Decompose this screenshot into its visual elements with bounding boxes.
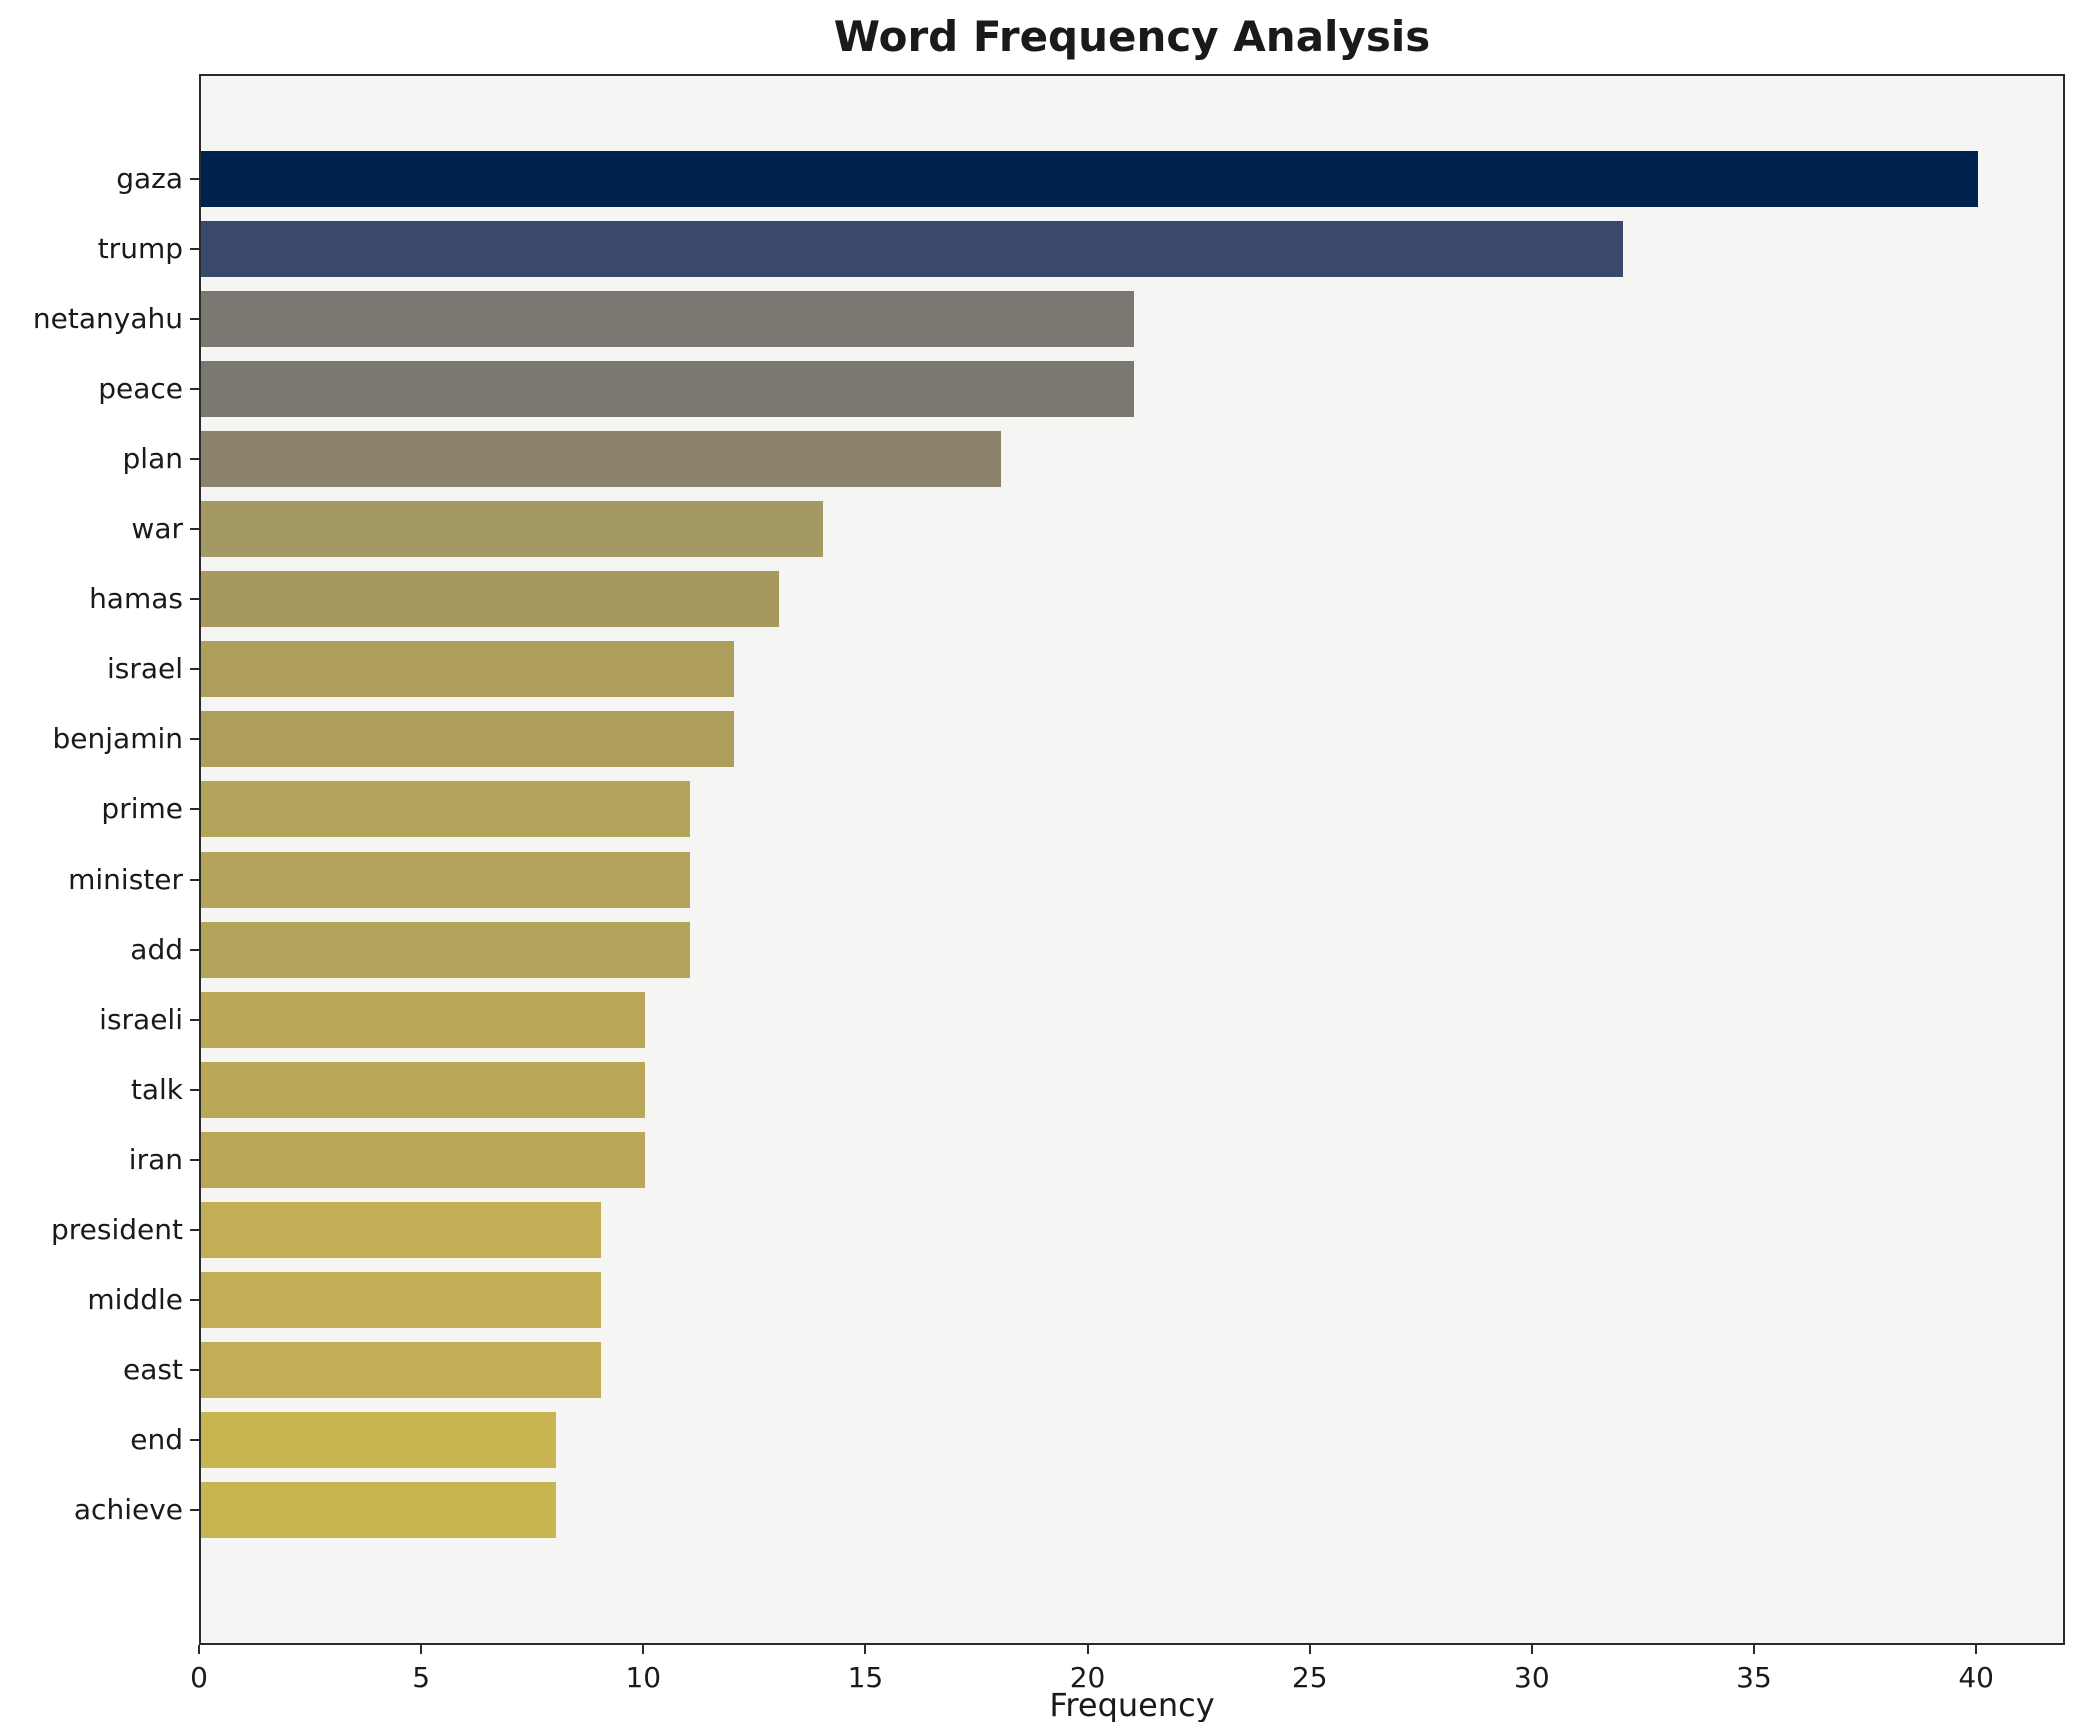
ytick-mark — [190, 318, 199, 321]
ytick-label-add: add — [130, 932, 183, 966]
xtick-mark — [1308, 1645, 1311, 1654]
bar-iran — [201, 1131, 646, 1188]
ytick-label-talk: talk — [130, 1072, 183, 1106]
bar-hamas — [201, 571, 779, 628]
ytick-mark — [190, 248, 199, 251]
xtick-label-30: 30 — [1514, 1661, 1550, 1694]
ytick-label-minister: minister — [68, 862, 183, 896]
bar-add — [201, 921, 690, 978]
ytick-label-achieve: achieve — [73, 1492, 183, 1526]
xtick-mark — [864, 1645, 867, 1654]
ytick-mark — [190, 528, 199, 531]
ytick-label-plan: plan — [122, 442, 183, 476]
xtick-label-10: 10 — [625, 1661, 662, 1694]
ytick-mark — [190, 458, 199, 461]
ytick-mark — [190, 1228, 199, 1231]
bar-war — [201, 501, 823, 558]
xtick-label-20: 20 — [1069, 1661, 1106, 1694]
ytick-label-prime: prime — [101, 792, 183, 826]
chart-title: Word Frequency Analysis — [833, 12, 1431, 61]
xtick-label-5: 5 — [412, 1661, 431, 1694]
xtick-mark — [1086, 1645, 1089, 1654]
bar-netanyahu — [201, 291, 1134, 348]
ytick-mark — [190, 878, 199, 881]
ytick-mark — [190, 1158, 199, 1161]
bar-east — [201, 1341, 601, 1398]
ytick-mark — [190, 1438, 199, 1441]
ytick-mark — [190, 1088, 199, 1091]
xtick-mark — [198, 1645, 200, 1654]
bar-peace — [201, 361, 1134, 418]
xtick-label-15: 15 — [847, 1661, 884, 1694]
ytick-label-trump: trump — [97, 232, 183, 266]
ytick-label-east: east — [123, 1352, 183, 1386]
ytick-label-israeli: israeli — [99, 1002, 183, 1036]
bar-israeli — [201, 991, 646, 1048]
xtick-label-40: 40 — [1958, 1661, 1994, 1694]
bar-achieve — [201, 1481, 557, 1538]
xtick-label-35: 35 — [1736, 1661, 1772, 1694]
ytick-label-war: war — [131, 512, 183, 546]
bar-gaza — [201, 151, 1979, 208]
ytick-label-president: president — [51, 1212, 183, 1246]
xtick-label-0: 0 — [190, 1661, 208, 1694]
ytick-mark — [190, 948, 199, 951]
ytick-label-gaza: gaza — [116, 162, 183, 196]
xtick-mark — [1753, 1645, 1755, 1654]
plot-area — [199, 74, 2065, 1645]
xtick-mark — [1530, 1645, 1533, 1654]
bar-benjamin — [201, 711, 735, 768]
ytick-label-peace: peace — [98, 372, 183, 406]
bar-trump — [201, 221, 1623, 278]
ytick-mark — [190, 1018, 199, 1021]
ytick-mark — [190, 178, 199, 181]
ytick-label-middle: middle — [87, 1282, 183, 1316]
ytick-mark — [190, 1508, 199, 1511]
bar-president — [201, 1201, 601, 1258]
bar-prime — [201, 781, 690, 838]
ytick-mark — [190, 1368, 199, 1371]
xtick-mark — [420, 1645, 423, 1654]
ytick-mark — [190, 388, 199, 391]
ytick-label-end: end — [130, 1422, 183, 1456]
ytick-label-netanyahu: netanyahu — [32, 302, 183, 336]
xtick-label-25: 25 — [1291, 1661, 1328, 1694]
ytick-label-hamas: hamas — [89, 582, 183, 616]
xtick-mark — [1975, 1645, 1978, 1654]
bar-israel — [201, 641, 735, 698]
bar-talk — [201, 1061, 646, 1118]
bar-minister — [201, 851, 690, 908]
x-axis-label: Frequency — [1049, 1686, 1215, 1722]
ytick-label-israel: israel — [106, 652, 183, 686]
bar-end — [201, 1411, 557, 1468]
ytick-label-benjamin: benjamin — [52, 722, 183, 756]
ytick-label-iran: iran — [128, 1142, 183, 1176]
ytick-mark — [190, 668, 199, 671]
xtick-mark — [642, 1645, 645, 1654]
ytick-mark — [190, 1298, 199, 1301]
ytick-mark — [190, 738, 199, 741]
ytick-mark — [190, 598, 199, 601]
bar-middle — [201, 1271, 601, 1328]
bar-plan — [201, 431, 1001, 488]
ytick-mark — [190, 808, 199, 811]
